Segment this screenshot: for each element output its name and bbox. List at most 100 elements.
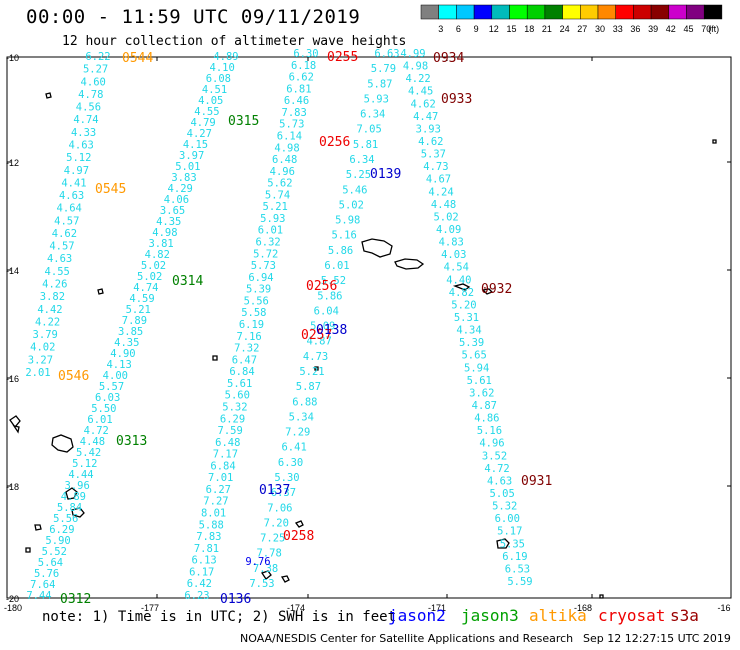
lon-label: -171: [428, 603, 446, 613]
colorbar-label: 6: [456, 24, 461, 34]
swh-value: 4.51: [202, 84, 227, 96]
swh-value: 3.96: [65, 480, 90, 492]
legend-jason2: jason2: [388, 606, 446, 625]
swh-value: 6.23: [184, 590, 209, 602]
swh-value: 6.48: [215, 437, 240, 449]
swh-value: 6.19: [502, 551, 527, 563]
swh-value: 4.99: [400, 48, 425, 60]
swh-value: 6.17: [189, 566, 214, 578]
colorbar-label: 39: [648, 24, 658, 34]
swh-value: 6.62: [289, 72, 314, 84]
pass-time-label: 0314: [172, 274, 203, 289]
swh-value: 5.39: [459, 337, 484, 349]
swh-value: 4.64: [57, 203, 82, 215]
swh-value: 6.04: [314, 305, 339, 317]
swh-value: 4.10: [210, 62, 235, 74]
lat-label: -20: [6, 594, 19, 604]
pass-time-label: 0136: [220, 592, 251, 607]
lat-label: -16: [6, 374, 19, 384]
colorbar-label: 9: [474, 24, 479, 34]
swh-value: 7.64: [30, 579, 55, 591]
pass-time-label: 0256: [319, 135, 350, 150]
swh-value: 4.47: [413, 111, 438, 123]
colorbar-swatch: [597, 4, 616, 20]
swh-value: 6.37: [271, 487, 296, 499]
swh-value: 3.82: [40, 291, 65, 303]
swh-value: 4.34: [456, 325, 481, 337]
swh-value: 7.89: [122, 315, 147, 327]
swh-value: 4.35: [156, 216, 181, 228]
swh-value: 4.42: [37, 304, 62, 316]
colorbar-label: 33: [613, 24, 623, 34]
swh-value: 5.61: [227, 378, 252, 390]
colorbar-swatch: [562, 4, 581, 20]
pass-time-label: 0138: [316, 323, 347, 338]
swh-value: 4.06: [164, 194, 189, 206]
swh-value: 6.32: [255, 237, 280, 249]
colorbar-swatch: [686, 4, 705, 20]
swh-value: 5.61: [467, 375, 492, 387]
colorbar-swatch: [580, 4, 599, 20]
swh-value: 5.64: [38, 557, 63, 569]
swh-value: 5.59: [507, 576, 532, 588]
lon-label: -168: [574, 603, 592, 613]
island-outline: [260, 570, 272, 580]
swh-value: 4.40: [446, 274, 471, 286]
swh-value: 4.13: [106, 359, 131, 371]
island-outline: [34, 524, 42, 531]
swh-value: 6.08: [206, 73, 231, 85]
swh-value: 4.97: [64, 165, 89, 177]
swh-value: 3.52: [482, 450, 507, 462]
lon-label: -180: [4, 603, 22, 613]
swh-value: 5.93: [364, 93, 389, 105]
pass-time-label: 0546: [58, 369, 89, 384]
pass-time-label: 0934: [433, 51, 464, 66]
swh-value: 5.27: [83, 64, 108, 76]
swh-value: 5.76: [34, 568, 59, 580]
island-outline: [212, 355, 218, 361]
lat-label: -18: [6, 482, 19, 492]
swh-value: 4.87: [472, 400, 497, 412]
swh-value: 5.16: [477, 425, 502, 437]
swh-value: 7.25: [260, 533, 285, 545]
swh-value: 7.83: [196, 531, 221, 543]
swh-value: 6.03: [95, 392, 120, 404]
lon-label: -177: [141, 603, 159, 613]
swh-value: 4.48: [431, 199, 456, 211]
swh-value: 4.98: [152, 227, 177, 239]
swh-value: 3.79: [33, 329, 58, 341]
swh-value: 4.86: [474, 413, 499, 425]
pass-time-label: 0931: [521, 474, 552, 489]
island-outline: [51, 434, 74, 453]
footer-note: note: 1) Time is in UTC; 2) SWH is in fe…: [42, 609, 397, 625]
swh-value: 5.86: [317, 290, 342, 302]
swh-value: 6.22: [85, 51, 110, 63]
colorbar-label: 30: [595, 24, 605, 34]
pass-time-label: 0544: [122, 51, 153, 66]
swh-value: 4.54: [444, 262, 469, 274]
swh-value: 6.47: [232, 354, 257, 366]
swh-value: 4.96: [479, 438, 504, 450]
swh-value: 4.63: [487, 475, 512, 487]
colorbar-label: 45: [683, 24, 693, 34]
swh-value: 4.89: [213, 51, 238, 63]
swh-value: 4.98: [274, 142, 299, 154]
swh-value: 7.05: [356, 124, 381, 136]
swh-value: 5.73: [251, 260, 276, 272]
swh-value: 4.73: [423, 161, 448, 173]
swh-value: 5.34: [289, 411, 314, 423]
swh-value: 6.34: [360, 109, 385, 121]
swh-value: 6.63: [374, 48, 399, 60]
swh-value: 5.87: [367, 78, 392, 90]
swh-value: 4.89: [61, 491, 86, 503]
swh-value: 4.22: [35, 316, 60, 328]
island-outline: [97, 288, 104, 295]
swh-value: 7.59: [218, 425, 243, 437]
swh-value: 3.83: [171, 172, 196, 184]
swh-value: 4.33: [71, 127, 96, 139]
swh-value: 4.67: [426, 174, 451, 186]
swh-value: 6.30: [293, 48, 318, 60]
swh-value: 6.00: [495, 513, 520, 525]
swh-value: 4.90: [110, 348, 135, 360]
